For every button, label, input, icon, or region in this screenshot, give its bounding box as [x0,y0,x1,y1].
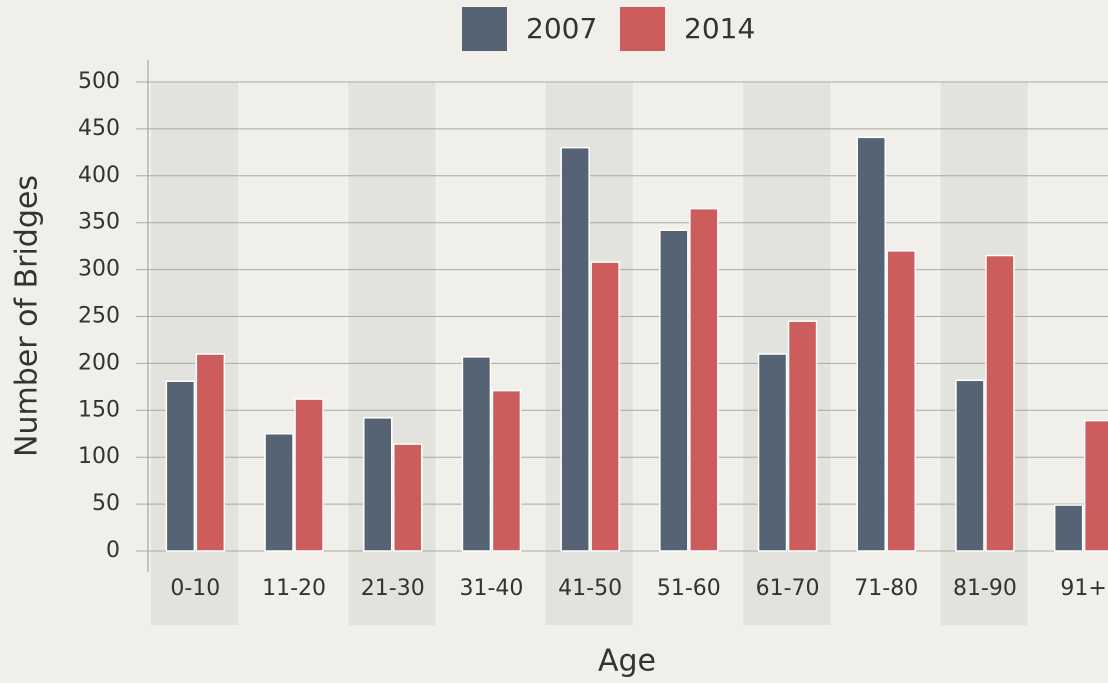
bar [461,356,492,552]
legend-swatch [462,7,507,51]
bar [856,136,886,552]
legend-label: 2007 [526,12,597,45]
y-tick-label: 200 [78,350,120,375]
y-tick-label: 250 [78,304,120,329]
bar [195,353,226,552]
legend-label: 2014 [684,12,755,45]
bar [757,353,788,552]
y-tick-label: 0 [106,538,120,563]
y-tick-label: 100 [78,444,120,469]
bar [294,398,324,552]
x-tick-label: 0-10 [170,576,220,601]
y-tick-label: 400 [78,163,120,188]
y-axis-label: Number of Bridges [10,175,45,457]
bar [393,443,423,552]
bar [689,207,719,552]
x-tick-label: 21-30 [361,576,425,601]
legend-swatch [620,7,665,51]
x-tick-label: 61-70 [756,576,820,601]
bar [363,417,393,552]
bar [560,146,590,552]
bar [985,254,1015,552]
x-tick-label: 41-50 [558,576,622,601]
y-tick-label: 50 [92,491,120,516]
bar [659,229,689,552]
bar [1053,504,1084,552]
bar [264,433,294,552]
bar [955,379,985,552]
y-tick-label: 450 [78,116,120,141]
bar [491,389,522,552]
x-axis-label: Age [598,644,656,679]
y-tick-label: 150 [78,397,120,422]
y-tick-label: 350 [78,210,120,235]
bar [590,261,620,552]
x-tick-label: 11-20 [262,576,326,601]
x-tick-label: 51-60 [657,576,721,601]
y-tick-label: 500 [78,69,120,94]
bar [165,380,196,552]
x-tick-label: 31-40 [459,576,523,601]
x-tick-label: 71-80 [854,576,918,601]
y-tick-label: 300 [78,257,120,282]
x-tick-label: 81-90 [953,576,1017,601]
bar [787,320,818,552]
bar [886,250,916,552]
x-tick-label: 91+ [1060,576,1106,601]
bar [1083,419,1108,552]
